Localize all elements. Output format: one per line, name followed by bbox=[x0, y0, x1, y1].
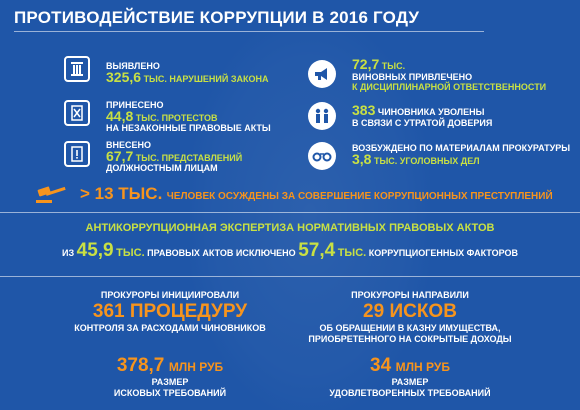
prosecutors-sent: ПРОКУРОРЫ НАПРАВИЛИ 29 ИСКОВ ОБ ОБРАЩЕНИ… bbox=[308, 290, 512, 344]
section-divider-2 bbox=[0, 276, 580, 277]
stat-representations: ВНЕСЕНО 67,7 ТЫС. ПРЕДСТАВЛЕНИЙ ДОЛЖНОСТ… bbox=[106, 140, 243, 173]
exclamation-document-icon bbox=[64, 141, 90, 167]
people-icon bbox=[308, 102, 336, 130]
satisfied-claims-amount: 34 МЛН РУБ РАЗМЕР УДОВЛЕТВОРЕННЫХ ТРЕБОВ… bbox=[329, 355, 491, 398]
expertise-stat: ИЗ 45,9 ТЫС. ПРАВОВЫХ АКТОВ ИСКЛЮЧЕНО 57… bbox=[62, 240, 518, 261]
stat-violations: ВЫЯВЛЕНО 325,6 ТЫС. НАРУШЕНИЙ ЗАКОНА bbox=[106, 61, 269, 85]
stat-protests: ПРИНЕСЕНО 44,8 ТЫС. ПРОТЕСТОВ НА НЕЗАКОН… bbox=[106, 100, 271, 133]
gavel-icon bbox=[36, 186, 70, 209]
prosecutors-initiated: ПРОКУРОРЫ ИНИЦИИРОВАЛИ 361 ПРОЦЕДУРУ КОН… bbox=[74, 290, 266, 333]
section-divider-1 bbox=[0, 212, 580, 213]
crossed-document-icon bbox=[64, 100, 90, 126]
pillar-icon bbox=[64, 56, 90, 82]
stat-disciplinary: 72,7 ТЫС. ВИНОВНЫХ ПРИВЛЕЧЕНО К ДИСЦИПЛИ… bbox=[352, 56, 547, 92]
convicted-stat: > 13 ТЫС. ЧЕЛОВЕК ОСУЖДЕНЫ ЗА СОВЕРШЕНИЕ… bbox=[80, 184, 553, 203]
expertise-title: АНТИКОРРУПЦИОННАЯ ЭКСПЕРТИЗА НОРМАТИВНЫХ… bbox=[85, 222, 495, 234]
stat-criminal-cases: ВОЗБУЖДЕНО ПО МАТЕРИАЛАМ ПРОКУРАТУРЫ 3,8… bbox=[352, 143, 571, 167]
background-emblem bbox=[190, 20, 430, 410]
handcuffs-icon bbox=[308, 142, 336, 170]
stat-dismissed: 383 ЧИНОВНИКА УВОЛЕНЫ В СВЯЗИ С УТРАТОЙ … bbox=[352, 102, 493, 128]
megaphone-icon bbox=[308, 60, 336, 88]
claims-amount: 378,7 МЛН РУБ РАЗМЕР ИСКОВЫХ ТРЕБОВАНИЙ bbox=[113, 355, 227, 398]
page-title: ПРОТИВОДЕЙСТВИЕ КОРРУПЦИИ В 2016 ГОДУ bbox=[14, 8, 420, 27]
title-divider bbox=[14, 31, 484, 32]
